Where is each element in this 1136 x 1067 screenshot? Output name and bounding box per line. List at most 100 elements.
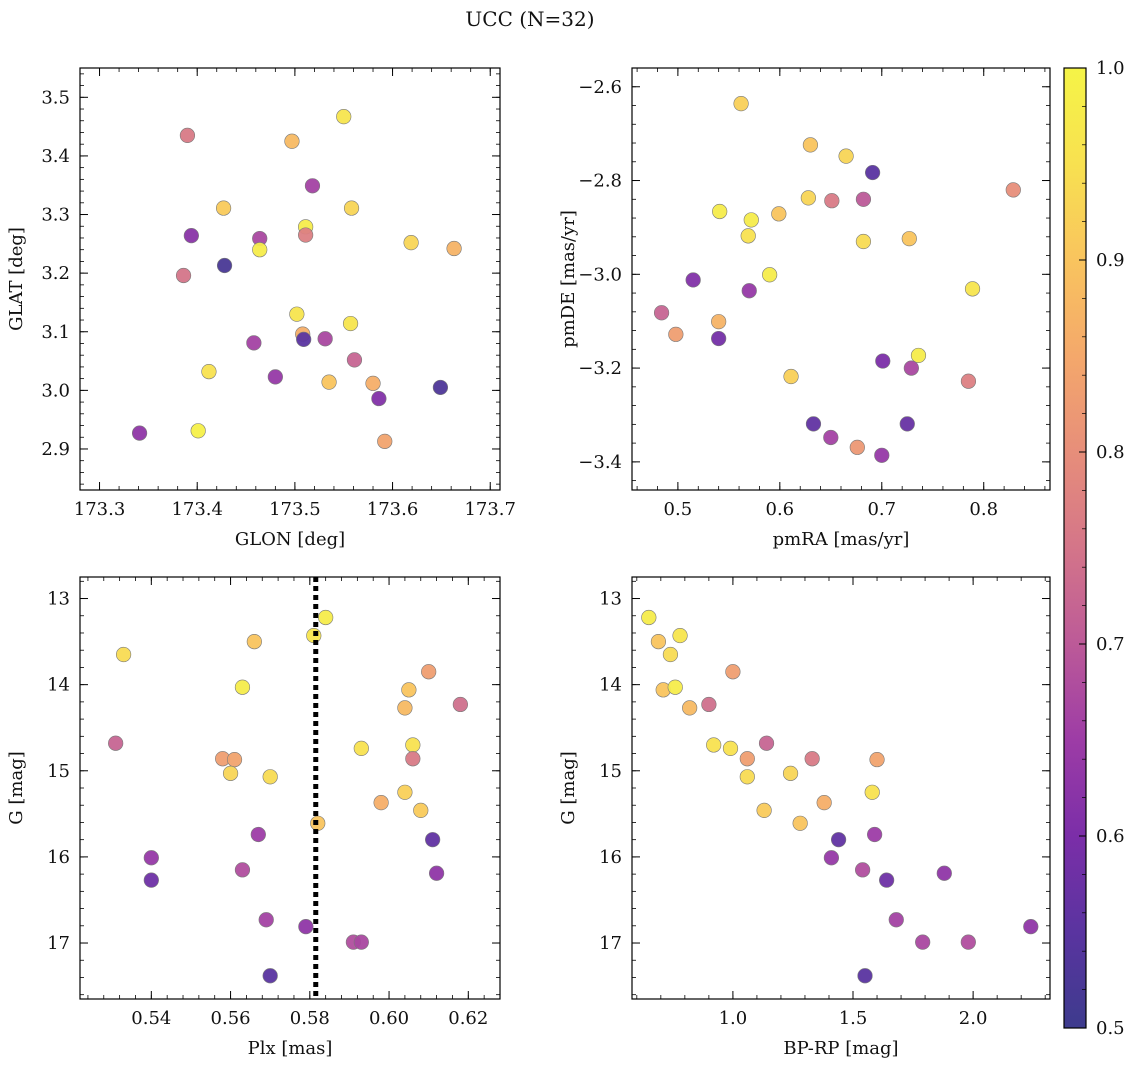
- colorbar-tick-label: 0.6: [1096, 826, 1125, 847]
- data-point: [879, 872, 895, 888]
- data-point: [667, 679, 683, 695]
- data-point: [855, 191, 872, 207]
- data-point: [262, 968, 278, 984]
- data-point: [711, 314, 727, 330]
- data-point: [226, 751, 243, 768]
- data-point: [215, 200, 232, 216]
- data-points: [641, 609, 1039, 984]
- data-point: [903, 360, 919, 376]
- x-tick-label: 0.7: [867, 499, 896, 520]
- data-point: [650, 633, 667, 650]
- data-point: [296, 331, 312, 347]
- data-point: [252, 242, 268, 258]
- data-point: [711, 330, 727, 347]
- y-tick-label: −3.4: [578, 452, 622, 473]
- x-tick-label: 0.60: [369, 1008, 409, 1029]
- y-tick-label: 3.3: [41, 205, 70, 226]
- data-point: [706, 737, 722, 753]
- x-tick-label: 0.5: [664, 499, 693, 520]
- y-tick-label: 3.5: [41, 87, 70, 108]
- x-tick-label: 0.56: [211, 1008, 251, 1029]
- y-tick-label: 13: [47, 589, 70, 610]
- data-point: [190, 423, 206, 439]
- data-point: [804, 751, 820, 767]
- y-tick-label: −2.6: [578, 77, 622, 98]
- x-tick-label: 0.6: [766, 499, 795, 520]
- y-axis-label: GLAT [deg]: [6, 227, 27, 331]
- data-point: [792, 815, 808, 831]
- data-point: [258, 912, 274, 928]
- x-axis-label: Plx [mas]: [248, 1038, 333, 1059]
- data-point: [741, 283, 757, 299]
- data-point: [318, 609, 334, 626]
- data-point: [246, 335, 262, 351]
- data-point: [712, 203, 728, 220]
- data-point: [353, 934, 369, 950]
- y-tick-label: 13: [599, 589, 622, 610]
- data-point: [805, 416, 822, 432]
- data-point: [284, 133, 300, 149]
- data-point: [869, 751, 885, 768]
- axes-frame: [79, 576, 501, 1000]
- y-axis-label: G [mag]: [6, 751, 27, 824]
- data-point: [413, 802, 429, 818]
- y-tick-label: 3.2: [41, 263, 70, 284]
- data-point: [685, 272, 701, 288]
- x-tick-label: 2.0: [959, 1008, 988, 1029]
- y-tick-label: 15: [47, 761, 70, 782]
- colorbar-gradient: [1063, 67, 1087, 1029]
- data-point: [838, 148, 854, 164]
- data-point: [800, 190, 816, 206]
- data-point: [304, 178, 321, 194]
- data-point: [405, 751, 421, 767]
- x-axis-label: pmRA [mas/yr]: [773, 529, 910, 550]
- x-tick-label: 173.7: [464, 499, 516, 520]
- data-point: [782, 765, 799, 781]
- y-axis-label: G [mag]: [558, 751, 579, 824]
- data-point: [964, 281, 981, 297]
- data-point: [262, 769, 278, 785]
- data-point: [701, 696, 717, 713]
- data-point: [783, 368, 799, 385]
- data-point: [143, 872, 159, 888]
- x-tick-label: 0.62: [448, 1008, 488, 1029]
- data-point: [672, 627, 688, 644]
- scatter-panel: 0.5 0.6 0.7 0.8 −3.4 −3.2 −3.0 −2.8 −2.6 pmRA [ma…: [558, 67, 1051, 550]
- x-tick-label: 0.58: [290, 1008, 330, 1029]
- axes-frame: [79, 67, 501, 491]
- data-point: [855, 862, 871, 878]
- data-point: [888, 912, 904, 928]
- data-point: [823, 429, 839, 446]
- y-tick-label: 14: [599, 675, 622, 696]
- y-tick-label: −3.2: [578, 358, 622, 379]
- y-tick-label: 3.4: [41, 146, 70, 167]
- data-point: [371, 390, 387, 407]
- data-point: [108, 735, 124, 751]
- data-point: [397, 784, 413, 800]
- x-tick-label: 1.0: [719, 1008, 748, 1029]
- data-points: [108, 609, 468, 984]
- data-point: [246, 633, 262, 650]
- y-tick-label: −2.8: [578, 171, 622, 192]
- data-point: [234, 862, 251, 878]
- data-point: [722, 740, 739, 756]
- data-point: [936, 865, 952, 881]
- data-point: [915, 934, 931, 950]
- y-tick-label: 3.0: [41, 380, 70, 401]
- data-point: [234, 679, 251, 695]
- data-point: [298, 227, 314, 243]
- x-tick-label: 173.5: [269, 499, 321, 520]
- data-point: [401, 682, 417, 698]
- data-point: [855, 233, 872, 250]
- data-point: [739, 769, 755, 785]
- data-point: [250, 826, 266, 843]
- data-point: [743, 212, 759, 228]
- data-point: [365, 375, 381, 391]
- data-point: [762, 267, 778, 283]
- data-point: [429, 865, 445, 881]
- data-point: [641, 609, 657, 626]
- data-point: [653, 305, 670, 321]
- scatter-panel: 1.0 1.5 2.0 13 14 15 16 17 BP-RP [mag] G [mag]: [558, 576, 1051, 1059]
- data-point: [824, 193, 840, 209]
